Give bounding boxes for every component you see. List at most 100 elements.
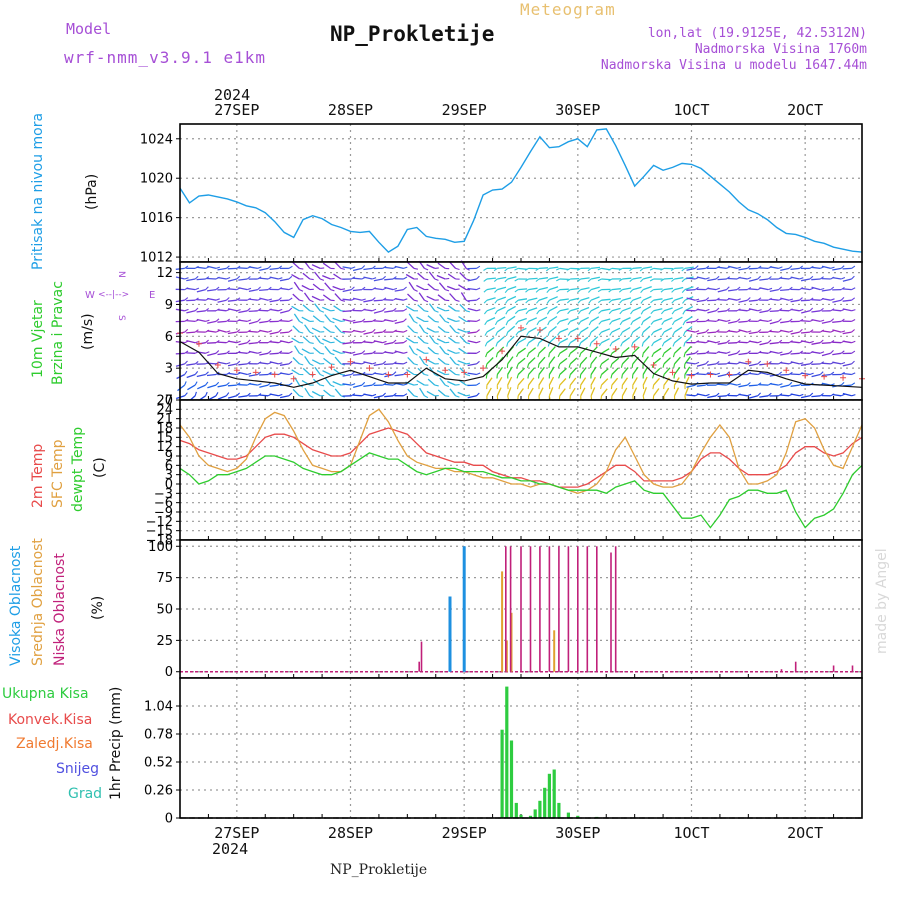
wind-barb-head-217	[267, 350, 272, 354]
wind-barb-596	[406, 261, 415, 269]
precip-bar-7	[538, 800, 542, 818]
wind-barb-1228	[674, 356, 681, 365]
wind-barb-head-1661	[840, 276, 846, 280]
wind-barb-286	[292, 388, 300, 397]
wind-barb-56	[196, 373, 206, 378]
wind-barb-head-1153	[641, 353, 644, 358]
wind-barb-head-223	[267, 318, 272, 322]
wind-barb-head-1449	[757, 297, 762, 301]
wind-barb-636	[426, 327, 436, 333]
wind-barb-960	[559, 267, 569, 271]
wind-barb-head-741	[476, 329, 480, 333]
wind-barb-head-1373	[726, 286, 730, 290]
wind-barb-1330	[707, 372, 717, 376]
wind-barb-932	[549, 276, 559, 280]
wind-barb-head-979	[567, 310, 571, 315]
wind-barb-head-1141	[629, 278, 634, 283]
wind-barb-head-1295	[694, 286, 699, 291]
bottom-date-label-1: 28SEP	[328, 824, 373, 842]
wind-barb-334	[302, 272, 311, 280]
wind-barb-1014	[590, 387, 596, 397]
wind-barb-head-911	[548, 395, 551, 400]
wind-barb-head-633	[434, 352, 439, 355]
wind-barb-1490	[769, 350, 779, 354]
wind-barb-42	[186, 310, 196, 314]
wind-barb-head-191	[257, 351, 262, 354]
wind-barb-head-229	[267, 286, 272, 291]
wind-barb-434	[342, 298, 352, 301]
wind-barb-head-1683	[851, 297, 856, 301]
wind-barb-1076	[611, 337, 621, 344]
temp-dewpt-line	[179, 452, 863, 529]
wind-barb-head-387	[330, 277, 335, 280]
wind-barb-658	[439, 345, 446, 354]
wind-barb-head-1143	[629, 267, 634, 272]
wind-barb-head-1243	[671, 289, 675, 293]
wind-barb-554	[394, 350, 404, 354]
wind-barb-1502	[769, 288, 779, 293]
wind-barb-head-1231	[672, 353, 676, 358]
wind-barb-head-961	[555, 267, 561, 271]
wind-barb-head-603	[424, 373, 429, 376]
wind-barb-1070	[611, 367, 619, 375]
wind-barb-head-829	[504, 278, 509, 283]
wind-barb-head-805	[493, 267, 498, 272]
wind-barb-head-1029	[588, 321, 592, 326]
wind-barb-148	[227, 299, 237, 302]
wind-gust-markers	[177, 324, 865, 382]
wind-barb-head-1013	[577, 267, 581, 271]
wind-barb-head-1603	[819, 307, 824, 312]
wind-barb-head-1011	[577, 278, 582, 282]
wind-barb-head-629	[434, 373, 439, 377]
wind-barb-1624	[821, 330, 831, 333]
wind-barb-1132	[632, 316, 641, 322]
wind-barb-132	[227, 384, 237, 387]
precip-legend-1: Konvek.Kisa	[8, 712, 93, 728]
wind-barb-head-1079	[609, 331, 613, 336]
wind-barb-head-597	[413, 267, 419, 270]
wind-barb-head-33	[194, 360, 199, 365]
wind-barb-830	[507, 266, 517, 270]
wind-barb-head-87	[215, 350, 220, 354]
wind-barb-head-1417	[747, 330, 752, 333]
wind-barb-head-405	[340, 320, 346, 322]
wind-barb-88	[206, 342, 217, 344]
wind-barb-1512	[780, 373, 790, 376]
wind-barb-1176	[653, 357, 662, 365]
wind-barb-head-867	[526, 353, 530, 358]
wind-barb-1582	[800, 278, 811, 282]
wind-barb-420	[342, 373, 352, 377]
wind-barb-head-1085	[608, 299, 613, 304]
wind-barb-head-1375	[726, 276, 731, 280]
cloud-ytick-label-4: 100	[148, 540, 173, 555]
wind-barb-head-929	[546, 299, 550, 304]
wind-barb-head-1457	[767, 392, 772, 397]
wind-barb-358	[312, 283, 321, 291]
wind-barb-1078	[611, 327, 621, 333]
wind-barb-1674	[842, 340, 852, 344]
wind-barb-1676	[842, 331, 852, 335]
wind-barb-head-627	[434, 384, 439, 387]
wind-gust-7	[309, 371, 316, 378]
wind-barb-46	[186, 287, 196, 291]
wind-barb-880	[528, 277, 538, 280]
wind-barb-1546	[790, 331, 800, 335]
wind-barb-head-1573	[809, 329, 814, 333]
cloud-bar-1-3	[553, 630, 556, 672]
wind-barb-1370	[717, 298, 727, 301]
wind-barb-106	[217, 384, 227, 388]
wind-barb-388	[322, 262, 331, 269]
wind-barb-head-745	[476, 309, 481, 312]
wind-barb-head-1437	[757, 360, 762, 365]
wind-barb-126	[217, 276, 227, 280]
wind-barb-head-843	[515, 342, 519, 347]
wind-barb-head-679	[455, 384, 460, 386]
wind-gust-24	[631, 343, 638, 350]
wind-ytick-label-4: 12	[156, 266, 173, 281]
wind-barb-head-1327	[715, 392, 720, 397]
wind-barb-380	[322, 306, 331, 312]
wind-barb-290	[291, 369, 300, 376]
precip-legend-4: Grad	[68, 786, 103, 802]
temp-ytick-label-2: −12	[146, 515, 173, 530]
